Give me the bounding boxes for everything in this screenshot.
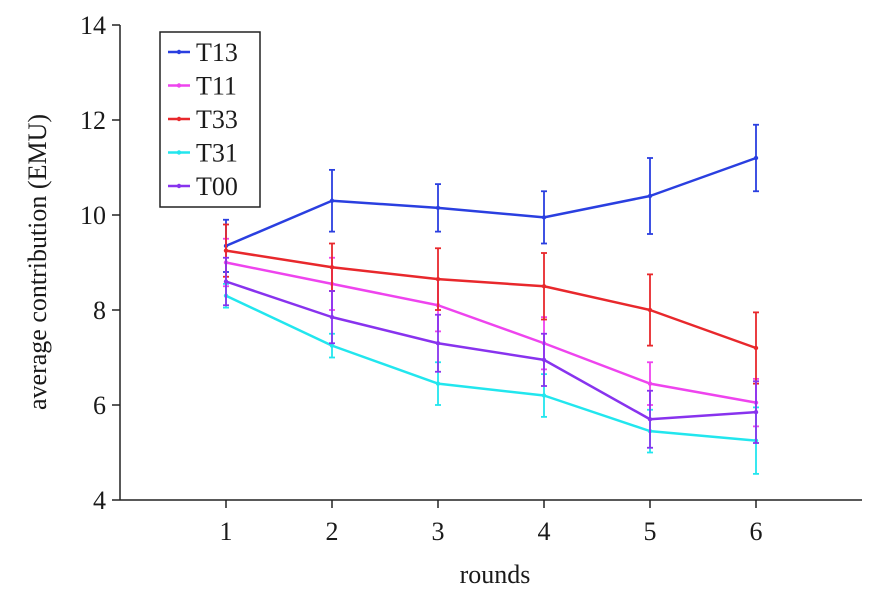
y-tick-label: 10 [80,201,106,230]
data-point [647,193,653,199]
series-line [225,249,757,350]
x-tick-label: 3 [432,517,445,546]
legend-label: T33 [196,105,238,134]
series-T31 [223,282,759,475]
legend: T13 T11 T33 T31 T00 [159,31,261,208]
legend-marker [176,116,182,122]
x-axis-title: rounds [460,560,531,589]
series-layer [223,123,759,475]
legend-marker [176,49,182,55]
data-point [647,417,653,422]
y-tick-label: 4 [93,486,106,515]
data-point [647,381,653,386]
data-point [223,279,229,284]
data-point [329,343,335,348]
y-tick-label: 14 [80,11,106,40]
data-point [435,276,441,282]
y-axis-title: average contribution (EMU) [23,114,52,410]
legend-item-T33: T33 [168,105,238,134]
data-point [435,205,441,211]
series-line [225,294,757,442]
data-point [435,341,441,346]
x-tick-label: 6 [750,517,763,546]
legend-label: T13 [196,38,238,67]
series-line [225,280,757,421]
series-T33 [223,223,759,385]
legend-item-T31: T31 [168,139,238,168]
legend-label: T00 [196,172,238,201]
legend-label: T31 [196,139,238,168]
data-point [223,248,229,253]
legend-item-T13: T13 [168,38,238,67]
data-point [541,357,547,363]
data-point [329,198,335,203]
legend-item-T00: T00 [168,172,238,201]
data-point [329,265,335,270]
data-point [329,314,335,320]
legend-marker [176,83,182,88]
legend-label: T11 [196,72,237,101]
legend-marker [176,183,182,189]
data-point [541,284,547,289]
data-point [647,307,653,313]
legend-item-T11: T11 [168,72,237,101]
data-point [541,215,547,220]
series-line [225,156,757,248]
series-line [225,261,757,404]
x-tick-label: 4 [538,517,551,546]
data-point [541,393,547,398]
data-point [753,345,759,351]
data-point [753,155,759,161]
legend-marker [176,150,182,155]
series-T00 [223,256,759,449]
x-tick-label: 2 [326,517,339,546]
x-tick-label: 1 [220,517,233,546]
data-point [753,409,759,415]
y-tick-label: 8 [93,296,106,325]
series-T13 [223,123,759,273]
x-tick-label: 5 [644,517,657,546]
data-point [435,381,441,386]
y-tick-label: 12 [80,106,106,135]
y-tick-label: 6 [93,391,106,420]
